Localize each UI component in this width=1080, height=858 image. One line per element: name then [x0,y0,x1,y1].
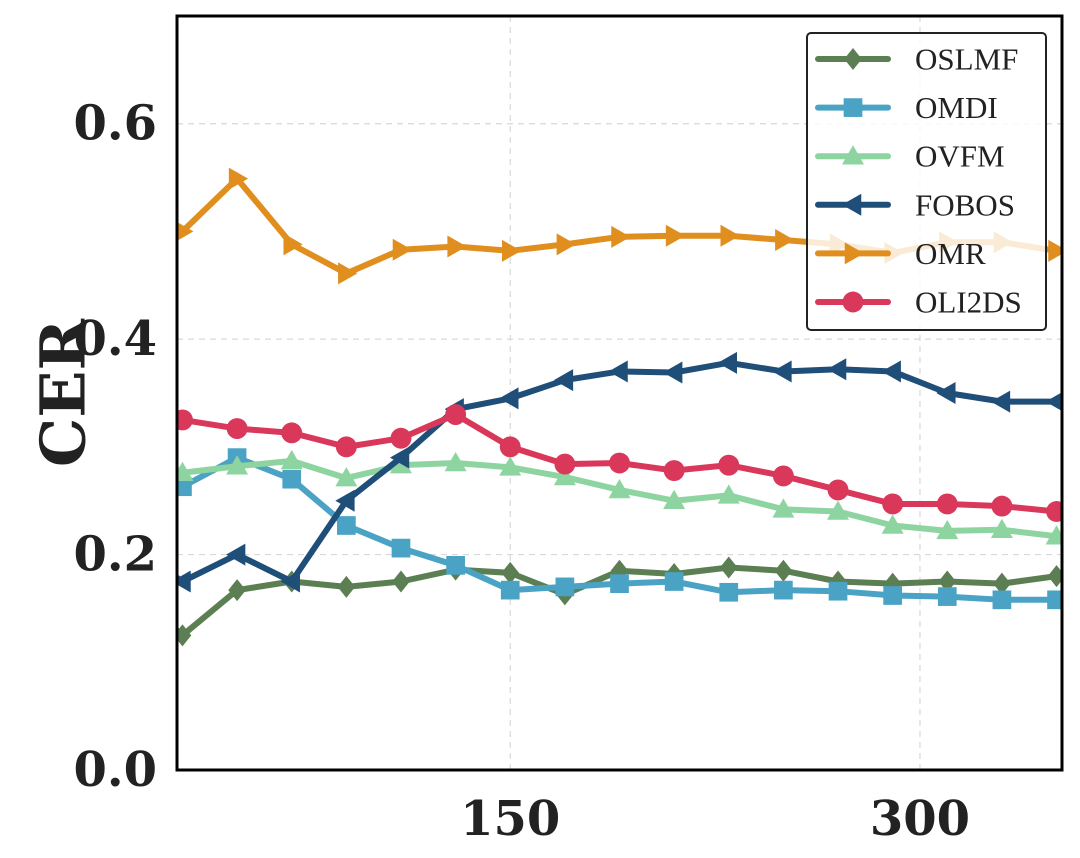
data-point-oli2ds [117,402,138,423]
data-point-fobos [609,360,628,382]
data-point-oli2ds [1046,501,1067,522]
data-point-oli2ds [718,455,739,476]
data-point-omdi [774,581,793,600]
data-point-omdi [883,586,902,605]
legend-label: FOBOS [915,187,1015,222]
data-point-oli2ds [882,493,903,514]
data-point-omdi [719,583,738,602]
data-point-omr [557,233,576,255]
data-point-omr [338,262,357,284]
data-point-oslmf [775,560,793,582]
data-point-oli2ds [172,409,193,430]
data-point-omr [447,236,466,258]
data-point-oli2ds [500,436,521,457]
data-point-omdi [993,590,1012,609]
legend-label: OSLMF [915,42,1018,77]
data-point-fobos [663,362,682,384]
data-point-omdi [282,470,301,489]
data-point-oslmf [720,556,738,578]
data-point-omr [120,220,139,242]
data-point-omdi [665,572,684,591]
data-point-omdi [556,578,575,597]
data-point-oslmf [338,576,356,598]
data-point-fobos [171,571,190,593]
data-point-omdi [337,516,356,535]
x-tick-label: 150 [460,791,560,847]
data-point-oli2ds [773,465,794,486]
data-point-oli2ds [336,436,357,457]
data-point-omr [502,240,521,262]
series-oslmf [119,556,1065,646]
legend-marker [843,292,864,313]
data-point-fobos [827,358,846,380]
data-point-omdi [829,582,848,601]
data-point-omdi [610,574,629,593]
legend: OSLMF OMDI OVFM FOBOS OMR OLI2DS [807,33,1046,330]
data-point-omr [1048,240,1067,262]
y-axis-label: CER [27,318,100,467]
data-point-fobos [991,391,1010,413]
series-line-ovfm [128,447,1057,536]
data-point-fobos [936,382,955,404]
data-point-oslmf [501,562,519,584]
series-line-oslmf [128,567,1057,635]
data-point-oli2ds [828,479,849,500]
legend-label: OMDI [915,90,998,125]
data-point-omr [721,225,740,247]
legend-label: OLI2DS [915,285,1022,320]
legend-marker [844,98,863,117]
line-chart: 150 3000.00.20.40.6 CER OSLMFOMDIOVFMFOBO… [0,0,1080,858]
data-point-fobos [718,352,737,374]
x-tick-label: 300 [870,791,970,847]
data-point-fobos [499,387,518,409]
legend-label: OVFM [915,139,1005,174]
data-point-oli2ds [937,493,958,514]
data-point-omdi [118,475,137,494]
data-point-oli2ds [991,496,1012,517]
data-point-omdi [446,556,465,575]
data-point-fobos [772,360,791,382]
y-tick-label: 0.6 [73,96,157,152]
data-point-oli2ds [281,422,302,443]
data-point-oli2ds [554,454,575,475]
data-point-oli2ds [664,460,685,481]
data-point-oli2ds [445,404,466,425]
series-ovfm [117,436,1068,545]
data-point-fobos [554,369,573,391]
data-point-omr [666,225,685,247]
data-point-omr [393,239,412,261]
data-point-fobos [226,544,245,566]
data-point-fobos [882,360,901,382]
y-tick-label: 0.2 [73,527,157,583]
data-point-omdi [392,539,411,558]
legend-label: OMR [915,236,986,271]
data-point-omdi [938,587,957,606]
data-point-oslmf [392,571,410,593]
data-point-omr [775,229,794,251]
data-point-oli2ds [609,453,630,474]
data-point-oli2ds [391,428,412,449]
data-point-oli2ds [227,418,248,439]
data-point-ovfm [117,436,139,455]
data-point-omr [611,226,630,248]
series-fobos [117,352,1065,593]
data-point-omdi [501,581,520,600]
y-tick-label: 0.0 [73,742,157,798]
